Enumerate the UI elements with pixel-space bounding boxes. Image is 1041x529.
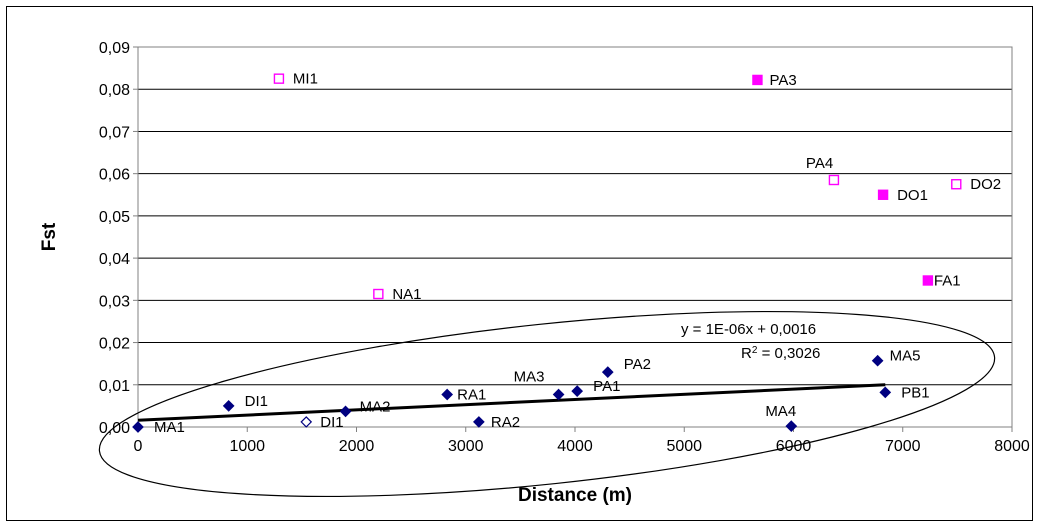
- point-label: PA2: [624, 356, 651, 373]
- y-tick-label: 0,05: [99, 209, 130, 226]
- plot-area: [137, 46, 1013, 428]
- point-label: MA2: [360, 398, 391, 415]
- point-label: PB1: [901, 384, 929, 401]
- x-axis-ticks: 0 1000 2000 3000 4000 5000 6000 7000 8000: [134, 427, 1030, 455]
- point-label: DI1: [320, 414, 343, 431]
- x-tick-label: 5000: [666, 438, 702, 455]
- x-tick-label: 0: [134, 438, 143, 455]
- data-markers: [132, 73, 962, 433]
- x-tick-label: 3000: [448, 438, 484, 455]
- x-tick-label: 4000: [557, 438, 593, 455]
- data-point: [339, 405, 352, 418]
- data-point: [473, 416, 485, 428]
- trendline-r2: R2 = 0,3026: [741, 345, 820, 363]
- x-tick-label: 8000: [994, 438, 1030, 455]
- data-point: [877, 189, 889, 200]
- point-label: PA4: [806, 155, 833, 172]
- point-label: PA1: [593, 378, 620, 395]
- y-tick-label: 0,08: [99, 82, 130, 99]
- point-label: MA1: [154, 419, 185, 436]
- y-tick-label: 0,09: [99, 40, 130, 57]
- trendline: [137, 383, 886, 422]
- point-label: RA1: [457, 386, 486, 403]
- point-label: MA4: [765, 403, 796, 420]
- point-label: DO2: [970, 176, 1001, 193]
- x-tick-label: 2000: [339, 438, 375, 455]
- data-point: [601, 366, 614, 378]
- data-point: [441, 388, 454, 401]
- point-label: MA5: [890, 348, 921, 365]
- chart-frame: 0,00 0,01 0,02 0,03 0,04 0,05 0,06 0,07 0,08 0,09…: [6, 6, 1033, 521]
- data-point: [951, 179, 962, 190]
- point-label: FA1: [934, 272, 961, 289]
- x-axis-title: Distance (m): [518, 485, 632, 506]
- data-point: [222, 400, 235, 412]
- y-tick-label: 0,01: [99, 378, 130, 395]
- data-point: [300, 416, 313, 428]
- y-tick-label: 0,06: [99, 167, 130, 184]
- y-axis-title: Fst: [39, 222, 60, 251]
- y-axis-ticks: 0,00 0,01 0,02 0,03 0,04 0,05 0,06 0,07 0,08 0,09: [99, 40, 138, 437]
- y-tick-label: 0,02: [99, 336, 130, 353]
- cluster-ellipse: [98, 310, 996, 498]
- data-point: [552, 388, 565, 401]
- x-tick-label: 7000: [885, 438, 921, 455]
- y-tick-label: 0,03: [99, 293, 130, 310]
- data-point: [132, 421, 144, 433]
- gridlines: [138, 46, 1012, 386]
- point-label: RA2: [491, 414, 520, 431]
- data-point: [922, 275, 934, 286]
- y-tick-label: 0,04: [99, 251, 130, 268]
- scatter-plot: 0,00 0,01 0,02 0,03 0,04 0,05 0,06 0,07 0,08 0,09…: [39, 40, 1030, 506]
- x-tick-label: 1000: [229, 438, 265, 455]
- trendline-equation: y = 1E-06x + 0,0016: [681, 321, 816, 338]
- data-point: [273, 73, 285, 84]
- point-label: DI1: [245, 393, 268, 410]
- data-point: [752, 74, 763, 86]
- point-label: NA1: [392, 286, 421, 303]
- data-point: [879, 386, 892, 399]
- data-point: [785, 420, 798, 433]
- data-point: [871, 354, 884, 367]
- point-label: PA3: [769, 72, 796, 89]
- y-tick-label: 0,07: [99, 124, 130, 141]
- point-label: DO1: [897, 187, 928, 204]
- data-point: [828, 174, 840, 186]
- data-point: [571, 385, 584, 397]
- point-label: MI1: [293, 71, 318, 88]
- y-tick-label: 0,00: [99, 420, 130, 437]
- data-point: [373, 288, 384, 300]
- point-label: MA3: [514, 368, 545, 385]
